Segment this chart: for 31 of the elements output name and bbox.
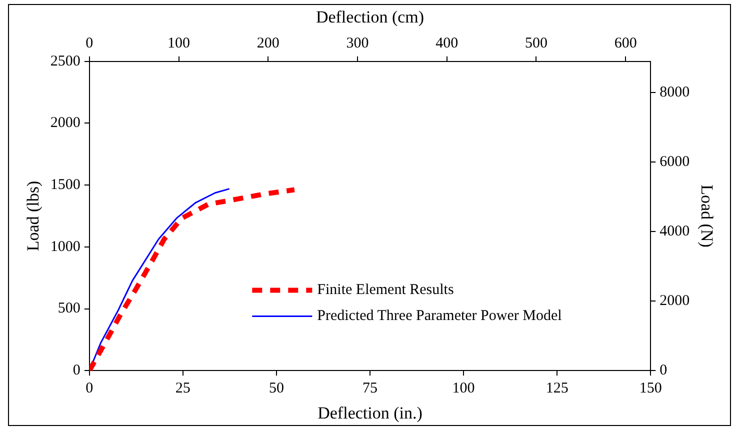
x-tick-label: 25 (175, 380, 190, 397)
x2-tick-label: 400 (436, 35, 458, 52)
y2-tick-label: 0 (660, 362, 668, 379)
x-axis-title: Deflection (in.) (318, 403, 422, 422)
x-tick-label: 75 (362, 380, 378, 397)
x2-tick-label: 0 (86, 35, 94, 52)
x-tick-label: 150 (639, 380, 662, 397)
x-tick-label: 0 (86, 380, 94, 397)
y-axis-title: Load (lbs) (24, 180, 43, 252)
x-tick-label: 100 (452, 380, 475, 397)
y2-tick-label: 6000 (660, 154, 690, 170)
x-tick-label: 50 (268, 380, 284, 397)
y2-axis-title: Load (N) (697, 184, 716, 248)
x2-tick-label: 600 (614, 35, 637, 52)
y-tick-label: 1500 (50, 177, 80, 194)
y2-tick-label: 4000 (660, 224, 690, 240)
x2-axis-title: Deflection (cm) (316, 8, 424, 27)
legend-label: Predicted Three Parameter Power Model (317, 308, 562, 324)
y-tick-label: 2000 (50, 115, 80, 132)
legend-label: Finite Element Results (317, 282, 454, 298)
x-tick-label: 125 (546, 380, 568, 397)
y2-tick-label: 2000 (660, 293, 690, 310)
x2-tick-label: 200 (256, 35, 280, 52)
y-tick-label: 1000 (50, 238, 80, 255)
y-tick-label: 2500 (50, 53, 80, 70)
y-tick-label: 0 (72, 362, 80, 379)
y-tick-label: 500 (58, 300, 80, 317)
y2-tick-label: 8000 (660, 84, 690, 101)
x2-tick-label: 300 (346, 35, 369, 52)
x2-tick-label: 500 (524, 35, 548, 52)
x2-tick-label: 100 (168, 35, 190, 52)
